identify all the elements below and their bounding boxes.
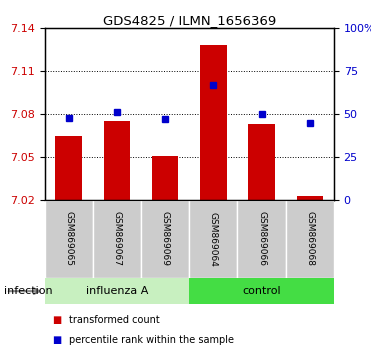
Text: GSM869069: GSM869069 (161, 211, 170, 267)
Text: GSM869066: GSM869066 (257, 211, 266, 267)
Bar (45, 200, 93, 278)
Bar (189, 200, 237, 278)
Text: GSM869065: GSM869065 (64, 211, 73, 267)
Bar (45, 278, 189, 304)
Text: influenza A: influenza A (86, 286, 148, 296)
Text: control: control (242, 286, 281, 296)
Bar (93, 200, 141, 278)
Text: transformed count: transformed count (69, 315, 160, 325)
Bar (104, 121, 130, 200)
Bar (55, 136, 82, 200)
Bar (286, 200, 334, 278)
Bar (248, 124, 275, 200)
Bar (200, 45, 227, 200)
Text: percentile rank within the sample: percentile rank within the sample (69, 335, 234, 345)
Bar (296, 196, 323, 200)
Bar (141, 200, 189, 278)
Text: GSM869067: GSM869067 (112, 211, 121, 267)
Text: GSM869068: GSM869068 (305, 211, 314, 267)
Bar (237, 200, 286, 278)
Title: GDS4825 / ILMN_1656369: GDS4825 / ILMN_1656369 (103, 14, 276, 27)
Bar (189, 278, 334, 304)
Bar (152, 156, 178, 200)
Text: ■: ■ (52, 335, 61, 345)
Text: ■: ■ (52, 315, 61, 325)
Text: GSM869064: GSM869064 (209, 211, 218, 267)
Text: infection: infection (4, 286, 52, 296)
